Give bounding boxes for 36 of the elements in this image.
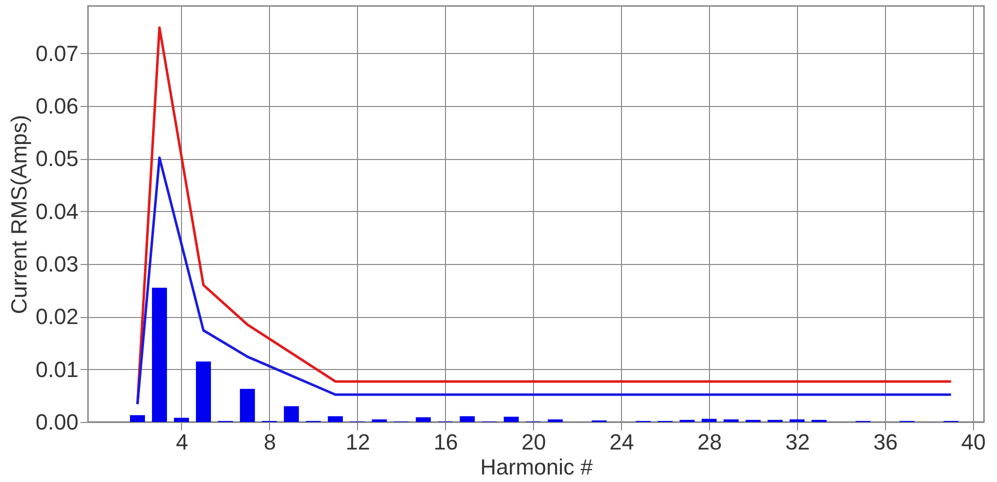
bar bbox=[790, 419, 805, 422]
bar bbox=[372, 419, 387, 422]
bar bbox=[460, 416, 475, 422]
x-tick-label: 40 bbox=[961, 430, 986, 454]
x-axis-title: Harmonic # bbox=[480, 454, 594, 480]
line-series bbox=[136, 156, 952, 406]
y-tick-label: 0.01 bbox=[36, 356, 78, 382]
bar bbox=[548, 419, 563, 422]
bar bbox=[240, 388, 255, 422]
bar bbox=[196, 361, 211, 422]
x-tick-label: 4 bbox=[176, 430, 188, 454]
bar bbox=[416, 417, 431, 422]
y-tick-label: 0.05 bbox=[36, 146, 78, 172]
y-tick-label: 0.06 bbox=[36, 94, 78, 119]
x-tick-label: 8 bbox=[264, 430, 276, 454]
bar bbox=[702, 418, 717, 422]
x-tick-label: 36 bbox=[873, 430, 898, 454]
bar bbox=[724, 419, 739, 422]
x-tick-label: 24 bbox=[609, 430, 634, 454]
x-tick-label: 12 bbox=[346, 430, 370, 454]
bar bbox=[284, 406, 299, 422]
bar bbox=[504, 416, 519, 422]
bar bbox=[130, 415, 145, 422]
bar bbox=[152, 288, 167, 422]
x-tick-label: 20 bbox=[522, 430, 546, 454]
bar bbox=[328, 416, 343, 422]
x-tick-label: 32 bbox=[785, 430, 810, 454]
x-tick-label: 16 bbox=[434, 430, 458, 454]
y-tick-label: 0.04 bbox=[36, 198, 78, 224]
y-tick-label: 0.00 bbox=[36, 410, 78, 434]
y-tick-label: 0.02 bbox=[36, 304, 78, 330]
bar bbox=[174, 418, 189, 422]
y-tick-label: 0.07 bbox=[36, 40, 78, 66]
y-tick-label: 0.03 bbox=[36, 252, 78, 277]
y-axis-title: Current RMS(Amps) bbox=[6, 114, 32, 314]
x-tick-label: 28 bbox=[697, 430, 722, 454]
